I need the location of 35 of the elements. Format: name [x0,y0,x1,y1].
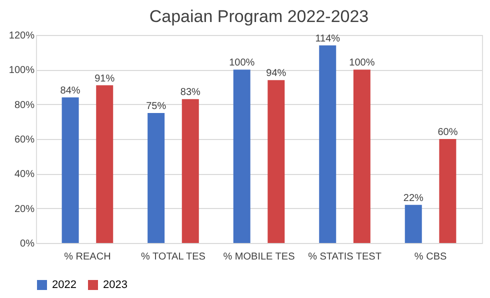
data-label: 83% [180,87,200,98]
data-label: 91% [94,73,115,84]
bar [182,99,199,243]
bar [268,80,285,243]
bar [62,97,79,243]
data-label: 84% [60,85,80,96]
data-label: 100% [229,58,255,69]
y-tick-label: 80% [14,100,35,111]
data-label: 100% [349,58,375,69]
x-tick-label: % CBS [414,252,447,262]
bar [319,45,336,243]
y-tick-label: 100% [8,65,35,76]
x-tick-label: % REACH [64,252,111,262]
data-label: 60% [438,127,458,138]
y-tick-label: 0% [20,238,35,250]
y-tick-label: 60% [14,134,35,146]
y-tick-label: 20% [14,204,35,215]
data-label: 94% [266,68,286,80]
bar [148,113,165,243]
bar [404,204,422,243]
bar [439,139,456,243]
data-label: 22% [403,192,424,204]
x-tick-label: % MOBILE TES [223,252,296,262]
legend-label: 2022 [52,279,76,291]
y-tick-label: 40% [14,169,35,180]
bar [353,70,370,243]
data-label: 114% [315,33,340,44]
x-tick-label: % STATIS TEST [308,252,382,262]
data-label: 75% [146,101,166,112]
y-tick-label: 120% [8,30,35,42]
bar [96,85,114,243]
chart-title: Capaian Program 2022-2023 [149,7,369,26]
bar [233,70,250,243]
legend-label: 2023 [103,279,128,291]
x-tick-label: % TOTAL TES [140,252,206,262]
